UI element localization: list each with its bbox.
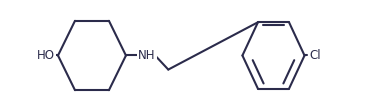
Text: NH: NH xyxy=(138,49,156,62)
Text: HO: HO xyxy=(37,49,55,62)
Text: Cl: Cl xyxy=(309,49,321,62)
